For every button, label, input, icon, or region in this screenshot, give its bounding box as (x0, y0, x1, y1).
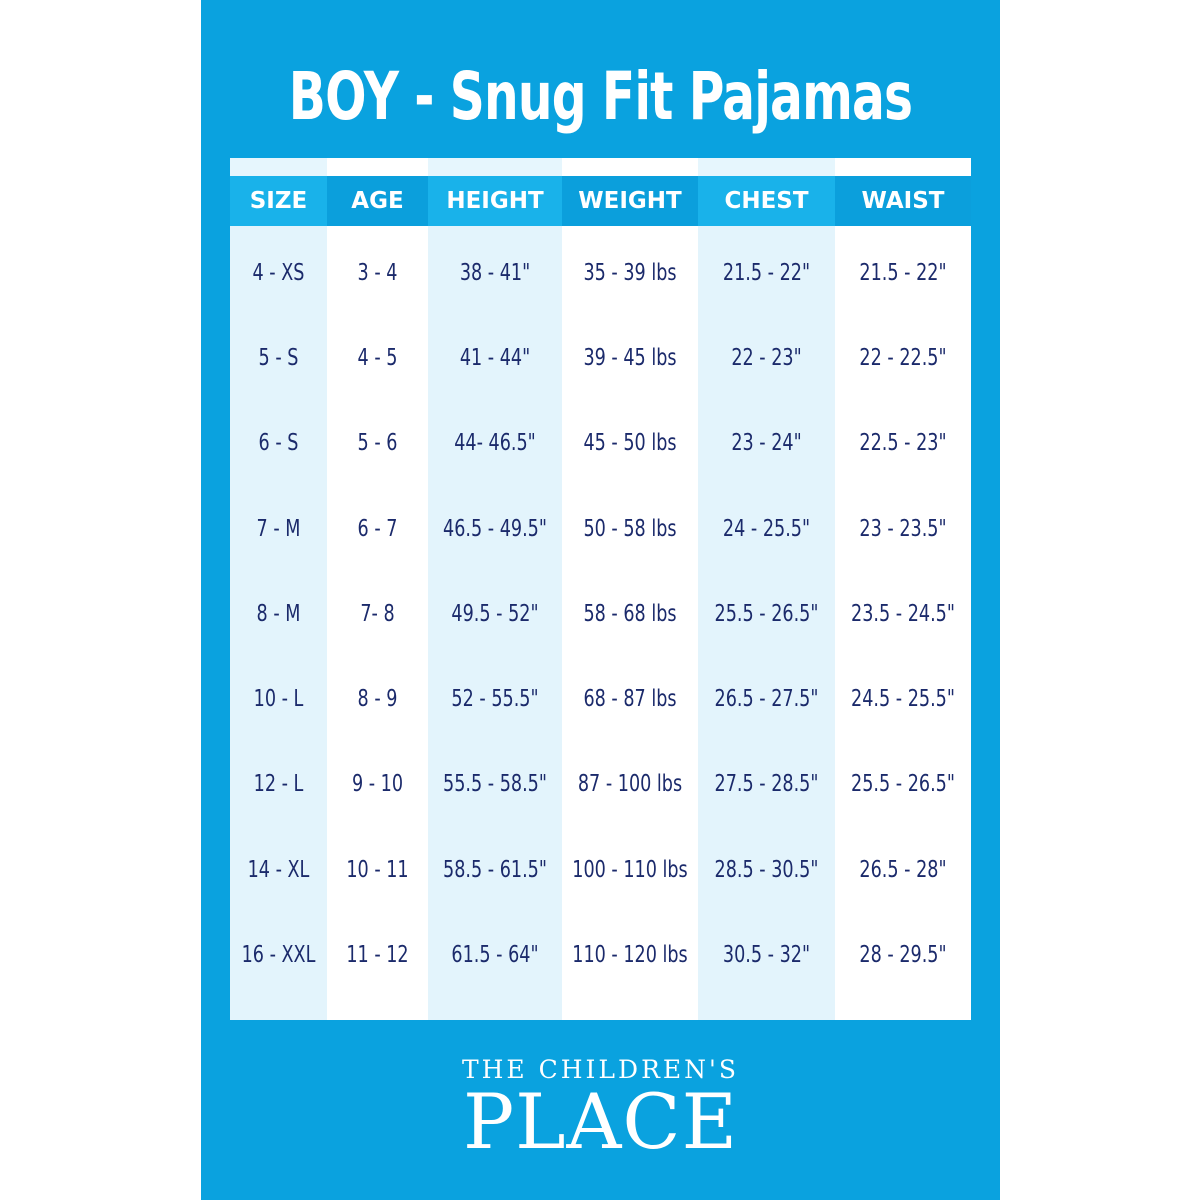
table-cell: 12 - L (253, 771, 304, 798)
table-cell: 50 - 58 lbs (583, 515, 677, 542)
table-cell: 26.5 - 27.5" (714, 686, 819, 713)
table-cell: 11 - 12 (346, 942, 409, 969)
table-cell: 41 - 44" (459, 344, 531, 371)
table-cell: 7 - M (256, 515, 301, 542)
table-cell: 14 - XL (247, 856, 310, 883)
table-cell: 61.5 - 64" (451, 942, 539, 969)
column-header: SIZE (230, 176, 327, 226)
table-cell: 22 - 22.5" (859, 344, 947, 371)
table-cell: 21.5 - 22" (859, 259, 947, 286)
table-cell: 100 - 110 lbs (572, 856, 688, 883)
column-waist: WAIST 21.5 - 22" 22 - 22.5" 22.5 - 23" 23 - … (835, 158, 971, 1020)
logo-line-2: PLACE (462, 1077, 739, 1166)
table-cell: 58.5 - 61.5" (443, 856, 547, 883)
top-stripe (698, 158, 835, 176)
column-age: AGE 3 - 4 4 - 5 5 - 6 6 - 7 7- 8 8 - 9 9 - 10 10… (327, 158, 428, 1020)
logo-line-1: THE CHILDREN'S (461, 1055, 740, 1084)
table-cell: 23.5 - 24.5" (851, 600, 955, 627)
table-cell: 55.5 - 58.5" (443, 771, 547, 798)
table-cell: 4 - 5 (357, 344, 398, 371)
column-chest: CHEST 21.5 - 22" 22 - 23" 23 - 24" 24 - 25.5… (698, 158, 835, 1020)
table-cell: 23 - 24" (731, 430, 802, 457)
size-table: SIZE 4 - XS 5 - S 6 - S 7 - M 8 - M 10 - L 12 -… (230, 158, 971, 1020)
column-header: AGE (327, 176, 428, 226)
table-cell: 52 - 55.5" (451, 686, 539, 713)
table-cell: 8 - 9 (357, 686, 398, 713)
table-cell: 28.5 - 30.5" (714, 856, 819, 883)
table-cell: 16 - XXL (241, 942, 316, 969)
table-cell: 8 - M (256, 600, 301, 627)
size-chart-panel: BOY - Snug Fit Pajamas SIZE 4 - XS 5 - S 6 … (201, 0, 1000, 1200)
brand-logo: THE CHILDREN'S PLACE (201, 1055, 1000, 1160)
table-cell: 10 - 11 (346, 856, 409, 883)
table-cell: 23 - 23.5" (859, 515, 947, 542)
table-cell: 25.5 - 26.5" (851, 771, 955, 798)
table-cell: 21.5 - 22" (722, 259, 811, 286)
column-height: HEIGHT 38 - 41" 41 - 44" 44- 46.5" 46.5 - 49… (428, 158, 562, 1020)
table-cell: 27.5 - 28.5" (714, 771, 819, 798)
table-cell: 26.5 - 28" (859, 856, 947, 883)
table-cell: 7- 8 (360, 600, 395, 627)
table-cell: 44- 46.5" (454, 430, 536, 457)
table-cell: 4 - XS (252, 259, 305, 286)
table-cell: 58 - 68 lbs (583, 600, 677, 627)
column-size: SIZE 4 - XS 5 - S 6 - S 7 - M 8 - M 10 - L 12 -… (230, 158, 327, 1020)
top-stripe (230, 158, 327, 176)
column-header: CHEST (698, 176, 835, 226)
table-cell: 6 - 7 (357, 515, 398, 542)
table-cell: 9 - 10 (351, 771, 404, 798)
table-cell: 5 - 6 (357, 430, 398, 457)
column-weight: WEIGHT 35 - 39 lbs 39 - 45 lbs 45 - 50 lbs 5… (562, 158, 698, 1020)
column-header: WEIGHT (562, 176, 698, 226)
chart-title: BOY - Snug Fit Pajamas (288, 58, 913, 135)
table-cell: 5 - S (258, 344, 299, 371)
table-cell: 38 - 41" (459, 259, 531, 286)
table-cell: 3 - 4 (357, 259, 398, 286)
table-cell: 10 - L (253, 686, 304, 713)
column-header: HEIGHT (428, 176, 562, 226)
top-stripe (562, 158, 698, 176)
table-cell: 24.5 - 25.5" (851, 686, 955, 713)
table-cell: 6 - S (258, 430, 299, 457)
table-cell: 45 - 50 lbs (583, 430, 677, 457)
table-cell: 25.5 - 26.5" (714, 600, 819, 627)
table-cell: 35 - 39 lbs (583, 259, 677, 286)
column-header: WAIST (835, 176, 971, 226)
table-cell: 22 - 23" (731, 344, 802, 371)
table-cell: 68 - 87 lbs (583, 686, 677, 713)
table-cell: 30.5 - 32" (722, 942, 811, 969)
table-cell: 39 - 45 lbs (583, 344, 677, 371)
top-stripe (327, 158, 428, 176)
table-cell: 22.5 - 23" (859, 430, 947, 457)
table-cell: 28 - 29.5" (859, 942, 947, 969)
table-cell: 49.5 - 52" (451, 600, 539, 627)
table-cell: 110 - 120 lbs (572, 942, 688, 969)
table-cell: 46.5 - 49.5" (443, 515, 547, 542)
table-cell: 24 - 25.5" (722, 515, 811, 542)
top-stripe (428, 158, 562, 176)
top-stripe (835, 158, 971, 176)
table-cell: 87 - 100 lbs (577, 771, 683, 798)
